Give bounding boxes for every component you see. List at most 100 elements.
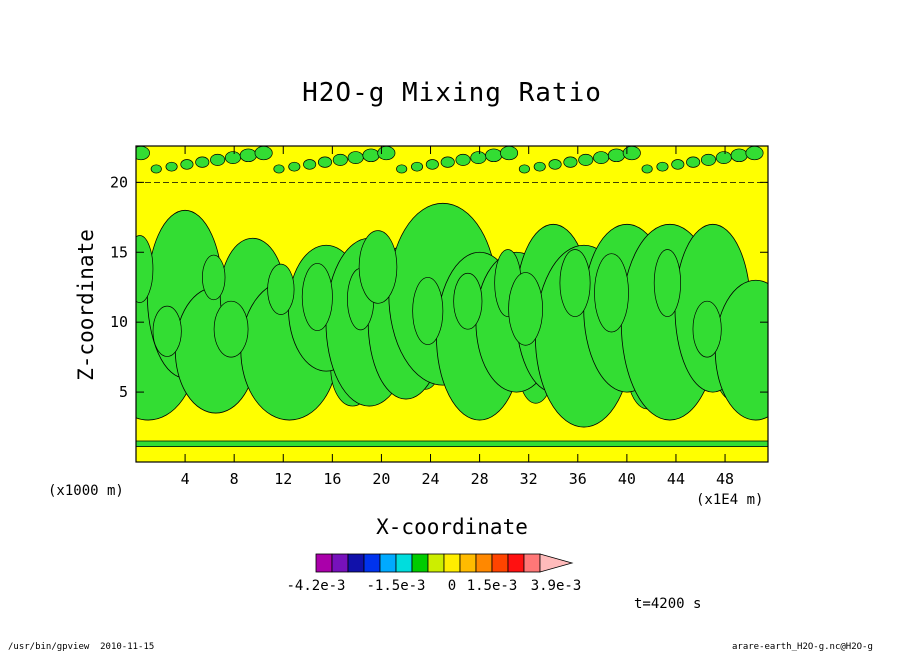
top-band-patch	[730, 148, 748, 163]
footer-source-file: arare-earth_H2O-g.nc@H2O-g	[732, 642, 873, 652]
colorbar-swatch	[411, 553, 429, 573]
x-axis-label: X-coordinate	[376, 515, 528, 539]
anomaly-plume	[714, 279, 768, 421]
top-band-patch	[700, 153, 717, 166]
x-tick-label: 24	[421, 470, 439, 488]
anomaly-streak	[301, 263, 333, 331]
colorbar-swatch	[347, 553, 365, 573]
footer-program-info: /usr/bin/gpview 2010-11-15	[8, 642, 154, 652]
program-path: /usr/bin/gpview	[8, 642, 90, 652]
colorbar-tick-label: 1.5e-3	[467, 578, 518, 594]
colorbar-tick-label: 3.9e-3	[531, 578, 582, 594]
anomaly-streak	[653, 249, 681, 317]
top-band-patch	[686, 156, 701, 168]
y-tick-label: 20	[110, 173, 128, 191]
x-tick-label: 48	[716, 470, 734, 488]
x-tick-label: 40	[618, 470, 636, 488]
time-label: t=4200 s	[634, 596, 702, 612]
top-band-patch	[715, 151, 732, 164]
colorbar-swatch	[427, 553, 445, 573]
top-band-patch	[210, 153, 226, 166]
colorbar-tick-label: -1.5e-3	[366, 578, 425, 594]
colorbar-tick-label: 0	[448, 578, 456, 594]
colorbar-swatch	[395, 553, 413, 573]
top-band-patch	[362, 148, 380, 163]
colorbar-swatch	[443, 553, 461, 573]
anomaly-streak	[213, 300, 249, 358]
anomaly-streak	[692, 300, 722, 358]
y-tick-label: 10	[110, 313, 128, 331]
colorbar-tick-label: -4.2e-3	[286, 578, 345, 594]
anomaly-streak	[790, 329, 826, 406]
x-tick-label: 20	[372, 470, 390, 488]
top-band-patch	[671, 159, 685, 170]
top-band-patch	[641, 164, 653, 174]
top-band-patch	[195, 156, 210, 168]
anomaly-streak	[358, 230, 398, 304]
top-band-patch	[377, 146, 396, 161]
colorbar-swatch	[507, 553, 525, 573]
top-band-patch	[607, 148, 625, 163]
top-band-patch	[425, 159, 439, 170]
colorbar-swatch	[331, 553, 349, 573]
top-band-patch	[470, 151, 487, 164]
colorbar-swatch	[491, 553, 509, 573]
top-band-patch	[347, 151, 364, 164]
anomaly-streak	[412, 277, 444, 345]
render-date: 2010-11-15	[100, 642, 155, 652]
anomaly-streak	[202, 254, 226, 301]
colorbar-swatch	[315, 553, 333, 573]
y-tick-label: 15	[110, 243, 128, 261]
plot-frame	[135, 145, 769, 463]
x-tick-label: 28	[471, 470, 489, 488]
top-band-patch	[656, 161, 669, 172]
top-band-patch	[533, 161, 546, 172]
top-band-patch	[396, 164, 408, 174]
x-tick-label: 16	[323, 470, 341, 488]
top-band-patch	[410, 161, 424, 172]
top-band-patch	[180, 159, 194, 170]
anomaly-streak	[508, 272, 543, 346]
colorbar-swatch	[379, 553, 397, 573]
surface-layer	[136, 441, 768, 447]
anomaly-streak	[267, 263, 295, 315]
x-tick-label: 12	[274, 470, 292, 488]
top-band-patch	[440, 156, 455, 168]
x-axis-units: (x1E4 m)	[696, 492, 764, 508]
x-tick-label: 8	[230, 470, 239, 488]
anomaly-streak	[152, 305, 182, 357]
top-band-patch	[578, 153, 594, 166]
top-band-patch	[332, 153, 348, 166]
anomaly-streak	[453, 272, 483, 330]
top-band-patch	[224, 151, 241, 164]
top-band-patch	[239, 148, 257, 163]
x-tick-label: 44	[667, 470, 685, 488]
top-band-patch	[622, 146, 641, 161]
top-band-patch	[254, 146, 273, 161]
colorbar-swatch	[523, 553, 541, 573]
y-axis-units: (x1000 m)	[48, 483, 124, 499]
anomaly-streak	[594, 253, 629, 333]
x-tick-label: 36	[569, 470, 587, 488]
top-band-patch	[165, 161, 178, 172]
colorbar-swatch	[475, 553, 493, 573]
top-band-patch	[288, 161, 301, 172]
top-band-patch	[500, 146, 519, 161]
y-axis-label: Z-coordinate	[74, 229, 98, 381]
top-band-patch	[317, 156, 333, 168]
x-tick-label: 32	[520, 470, 538, 488]
top-band-patch	[593, 151, 610, 164]
colorbar-swatch	[363, 553, 381, 573]
top-band-patch	[150, 164, 162, 174]
top-band-patch	[136, 146, 150, 161]
top-band-patch	[485, 148, 503, 163]
colorbar: -4.2e-3 -1.5e-3 0 1.5e-3 3.9e-3	[286, 553, 582, 594]
x-tick-label: 4	[181, 470, 190, 488]
colorbar-swatch	[459, 553, 477, 573]
top-band-patch	[518, 164, 530, 174]
top-band-patch	[303, 159, 317, 170]
top-band-patch	[563, 156, 578, 168]
anomaly-streak	[136, 235, 154, 303]
